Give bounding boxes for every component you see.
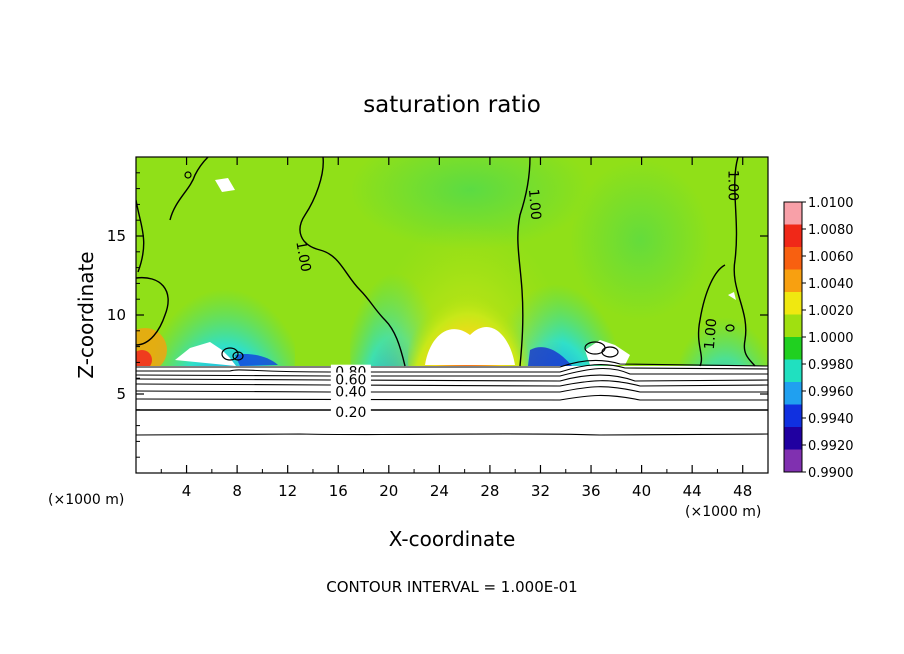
blank-patch-3 — [585, 340, 630, 365]
contour-label-bg — [330, 384, 371, 401]
x-tick-label: 40 — [632, 482, 651, 500]
contour-interval-note: CONTOUR INTERVAL = 1.000E-01 — [326, 578, 577, 596]
y-tick-label: 5 — [116, 385, 126, 403]
colorbar-swatch — [784, 449, 802, 473]
colorbar-label: 0.9940 — [808, 412, 854, 427]
x-tick-label: 28 — [480, 482, 499, 500]
x-tick-label: 16 — [329, 482, 348, 500]
colorbar-label: 1.0060 — [808, 250, 854, 265]
x-axis: 4 8 12 16 20 24 28 32 36 40 44 48 — [160, 157, 752, 500]
contour-label: 1.00 — [702, 318, 721, 350]
colorbar-swatch — [784, 427, 802, 450]
plume-core — [425, 326, 515, 365]
colorbar-label: 1.0020 — [808, 304, 854, 319]
x-tick-label: 4 — [182, 482, 192, 500]
colorbar-swatch — [784, 404, 802, 428]
x-unit-label: (×1000 m) — [685, 504, 761, 520]
blank-patch-2 — [215, 178, 235, 192]
x-tick-label: 24 — [430, 482, 449, 500]
colorbar-swatch — [784, 247, 802, 270]
contour-labels: 1.001.001.001.000.800.600.400.20 — [292, 170, 741, 421]
colorbar-label: 0.9920 — [808, 439, 854, 454]
contour-label: 0.40 — [335, 384, 366, 400]
x-tick-label: 48 — [733, 482, 752, 500]
colorbar-swatch — [784, 382, 802, 405]
x-tick-label: 36 — [581, 482, 600, 500]
x-tick-label: 20 — [379, 482, 398, 500]
colorbar-label: 1.0080 — [808, 223, 854, 238]
x-tick-label: 32 — [531, 482, 550, 500]
saturation-field — [136, 157, 768, 473]
colorbar-swatch — [784, 292, 802, 315]
colorbar-label: 1.0100 — [808, 196, 854, 211]
lower-contours — [136, 359, 768, 436]
x-axis-title: X-coordinate — [389, 527, 516, 551]
chart-title: saturation ratio — [363, 92, 541, 118]
colorbar-swatch — [784, 202, 802, 225]
colorbar-swatch — [784, 359, 802, 383]
colorbar-swatch — [784, 269, 802, 293]
y-unit-label: (×1000 m) — [48, 492, 124, 508]
contour-label-bg — [330, 404, 371, 421]
colorbar-label: 1.0040 — [808, 277, 854, 292]
y-tick-label: 15 — [107, 227, 126, 245]
subsaturated-region — [136, 366, 768, 473]
y-axis-title: Z-coordinate — [74, 251, 98, 378]
colorbar-label: 0.9900 — [808, 466, 854, 481]
unity-contours — [136, 157, 756, 367]
colorbar-label: 1.0000 — [808, 331, 854, 346]
contour-label: 1.00 — [292, 240, 313, 273]
y-tick-label: 10 — [107, 306, 126, 324]
contour-label: 0.20 — [335, 405, 366, 421]
y-axis: 5 10 15 — [107, 172, 768, 458]
blank-patch-1 — [175, 342, 236, 366]
colorbar-label: 0.9960 — [808, 385, 854, 400]
colorbar-swatch — [784, 314, 802, 338]
colorbar-swatch — [784, 337, 802, 360]
x-tick-label: 12 — [278, 482, 297, 500]
contour-label: 1.00 — [725, 170, 741, 201]
x-tick-label: 8 — [232, 482, 242, 500]
colorbar: 1.0100 1.0080 1.0060 1.0040 1.0020 1.0000 0.99… — [783, 196, 854, 481]
colorbar-swatch — [784, 224, 802, 248]
colorbar-label: 0.9980 — [808, 358, 854, 373]
contour-label: 1.00 — [525, 188, 544, 220]
x-tick-label: 44 — [683, 482, 702, 500]
